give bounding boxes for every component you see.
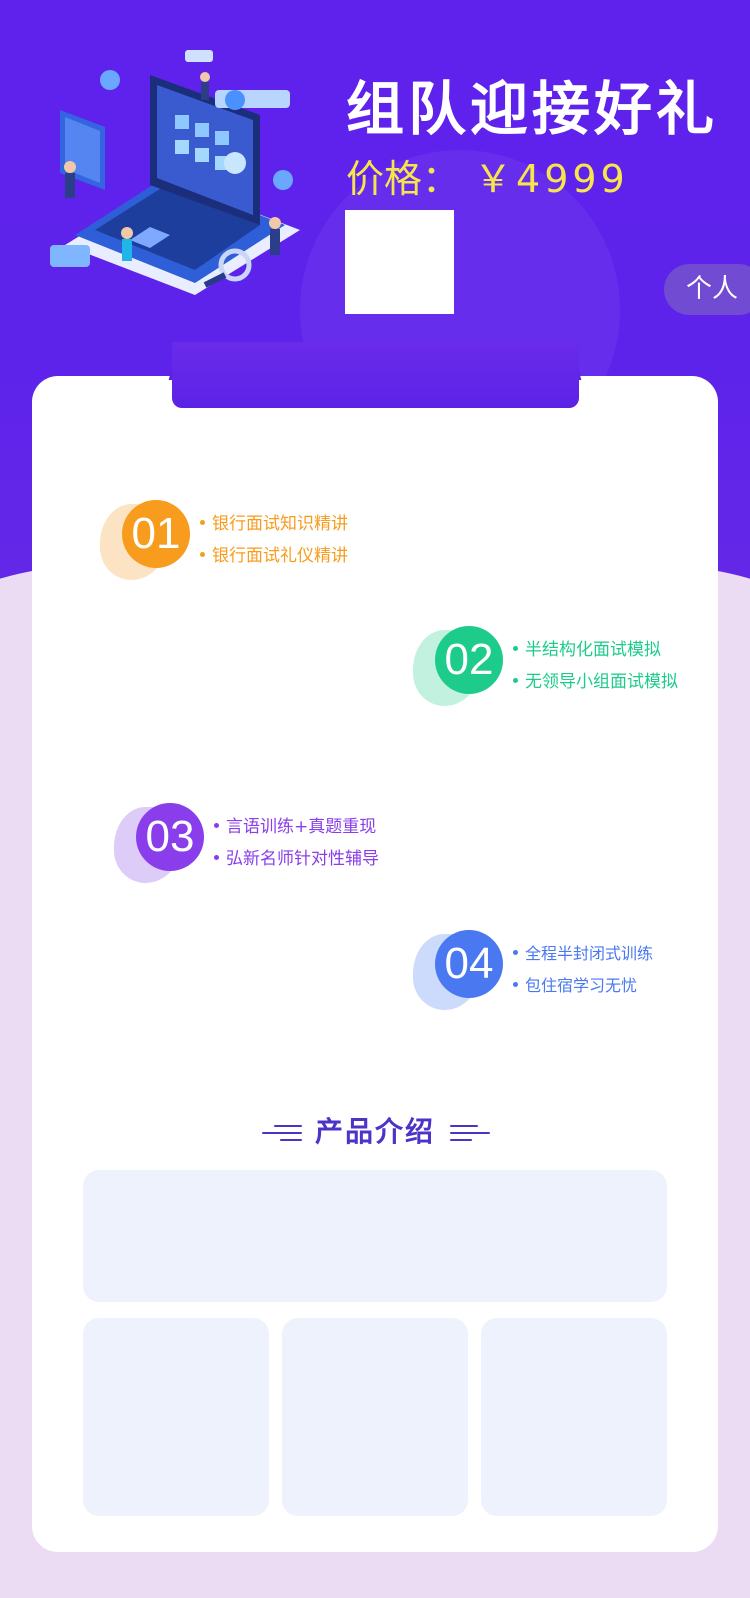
product-panel-3: [481, 1318, 667, 1516]
feature-item-04: 04 全程半封闭式训练 包住宿学习无忧: [413, 930, 653, 1010]
title-deco-right: [450, 1125, 490, 1149]
feature-lines: 全程半封闭式训练 包住宿学习无忧: [513, 938, 653, 1002]
feature-line: 半结构化面试模拟: [513, 634, 678, 666]
feature-item-03: 03 言语训练+真题重现 弘新名师针对性辅导: [114, 803, 379, 883]
price-line: 价格： ￥4999: [346, 148, 629, 203]
feature-item-02: 02 半结构化面试模拟 无领导小组面试模拟: [413, 626, 678, 706]
feature-line: 弘新名师针对性辅导: [214, 843, 379, 875]
title-deco-left: [262, 1125, 302, 1149]
card-header-tab: [172, 342, 579, 408]
feature-line: 包住宿学习无忧: [513, 970, 653, 1002]
feature-number: 01: [122, 500, 190, 568]
product-panel-wide: [83, 1170, 667, 1302]
feature-number-badge: 04: [413, 930, 509, 1010]
feature-number-badge: 02: [413, 626, 509, 706]
feature-line: 无领导小组面试模拟: [513, 666, 678, 698]
feature-lines: 半结构化面试模拟 无领导小组面试模拟: [513, 634, 678, 698]
personal-tab-button[interactable]: 个人: [664, 264, 750, 315]
feature-number: 02: [435, 626, 503, 694]
price-value: ￥4999: [474, 157, 629, 201]
feature-line: 银行面试知识精讲: [200, 508, 348, 540]
section-title: 产品介绍: [314, 1115, 435, 1148]
feature-line: 全程半封闭式训练: [513, 938, 653, 970]
feature-item-01: 01 银行面试知识精讲 银行面试礼仪精讲: [100, 500, 348, 580]
price-label: 价格：: [346, 157, 461, 201]
feature-number-badge: 03: [114, 803, 210, 883]
qr-code-placeholder: [345, 210, 454, 314]
feature-number: 03: [136, 803, 204, 871]
feature-line: 银行面试礼仪精讲: [200, 540, 348, 572]
laptop-illustration: [50, 50, 300, 295]
feature-number: 04: [435, 930, 503, 998]
product-panel-2: [282, 1318, 468, 1516]
hero-headline: 组队迎接好礼: [346, 75, 719, 143]
feature-line: 言语训练+真题重现: [214, 811, 379, 843]
feature-lines: 言语训练+真题重现 弘新名师针对性辅导: [214, 811, 379, 875]
product-panel-1: [83, 1318, 269, 1516]
feature-lines: 银行面试知识精讲 银行面试礼仪精讲: [200, 508, 348, 572]
feature-number-badge: 01: [100, 500, 196, 580]
